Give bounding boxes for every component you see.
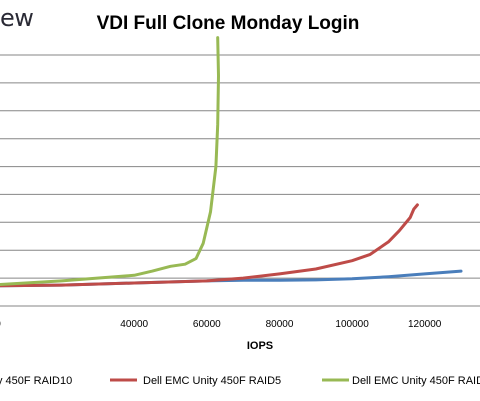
series-line-2 [0,203,419,288]
x-tick-label: 80000 [266,319,294,330]
legend-label: y 450F RAID10 [0,375,72,387]
series-lines [0,36,463,288]
brand-logo-fragment: ew [0,4,34,32]
legend-label: Dell EMC Unity 450F RAID5 [143,375,281,387]
x-tick-label: 120000 [408,319,442,330]
x-tick-label: 40000 [120,319,148,330]
legend: y 450F RAID10 Dell EMC Unity 450F RAID5 De… [0,375,480,387]
gridlines [0,54,480,279]
x-axis-label: IOPS [247,340,273,352]
x-axis-tick-labels: 40000 60000 80000 100000 120000 0 [0,319,442,330]
x-tick-label: 0 [0,319,1,330]
chart-title: VDI Full Clone Monday Login [96,13,360,34]
series-line-3 [0,36,220,286]
legend-label: Dell EMC Unity 450F RAID6 [352,375,480,387]
x-tick-label: 60000 [193,319,221,330]
x-tick-label: 100000 [335,319,369,330]
